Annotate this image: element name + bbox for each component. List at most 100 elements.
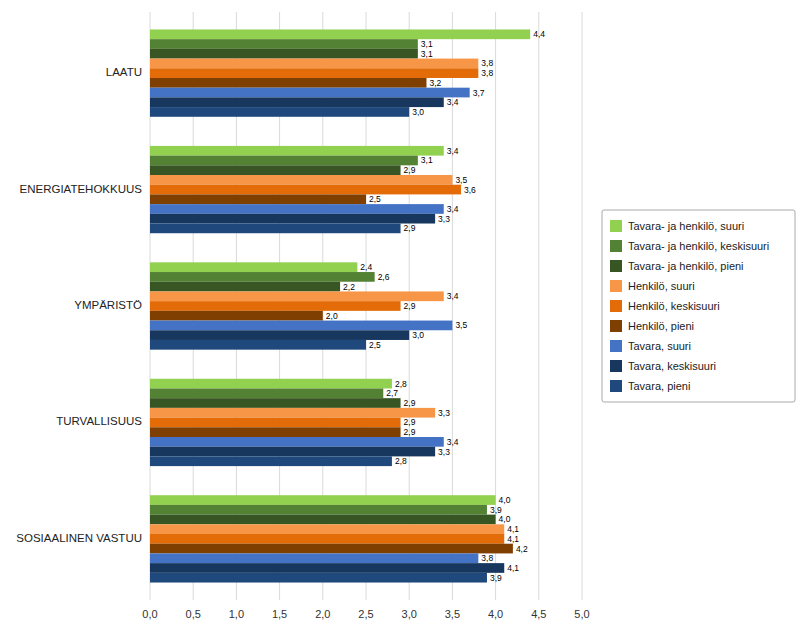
legend-label: Tavara- ja henkilö, suuri <box>628 220 744 232</box>
grid-line <box>582 12 583 600</box>
data-label: 2,9 <box>404 165 416 175</box>
bar <box>150 301 401 311</box>
legend-label: Henkilö, pieni <box>628 320 694 332</box>
data-labels: 4,02,82,43,44,43,92,72,63,13,14,02,92,22… <box>326 29 545 582</box>
data-label: 4,0 <box>499 514 511 524</box>
legend-label: Tavara, pieni <box>628 380 690 392</box>
x-tick-label: 4,0 <box>488 608 503 620</box>
data-label: 2,5 <box>369 194 381 204</box>
data-label: 2,8 <box>395 379 407 389</box>
data-label: 3,4 <box>447 291 459 301</box>
x-tick-label: 5,0 <box>574 608 589 620</box>
data-label: 2,8 <box>395 456 407 466</box>
data-label: 3,5 <box>455 175 467 185</box>
data-label: 2,4 <box>360 262 372 272</box>
data-label: 3,9 <box>490 573 502 583</box>
data-label: 3,4 <box>447 97 459 107</box>
bar <box>150 78 426 88</box>
x-tick-label: 3,0 <box>402 608 417 620</box>
bar <box>150 515 496 525</box>
x-tick-label: 1,5 <box>272 608 287 620</box>
legend-label: Tavara- ja henkilö, keskisuuri <box>628 240 769 252</box>
data-label: 2,7 <box>386 388 398 398</box>
data-label: 3,8 <box>481 58 493 68</box>
legend-box <box>602 210 795 402</box>
x-tick-label: 3,5 <box>445 608 460 620</box>
bar <box>150 340 366 350</box>
bar <box>150 214 435 224</box>
data-label: 4,1 <box>507 534 519 544</box>
bar <box>150 88 470 98</box>
legend-swatch <box>610 380 622 392</box>
legend-swatch <box>610 320 622 332</box>
data-label: 4,4 <box>533 29 545 39</box>
bar <box>150 418 401 428</box>
data-label: 2,5 <box>369 340 381 350</box>
data-label: 3,7 <box>473 88 485 98</box>
legend-label: Henkilö, suuri <box>628 280 695 292</box>
data-label: 4,2 <box>516 544 528 554</box>
x-tick-label: 4,5 <box>531 608 546 620</box>
data-label: 3,6 <box>464 185 476 195</box>
data-label: 2,9 <box>404 301 416 311</box>
bar <box>150 185 461 195</box>
bar <box>150 194 366 204</box>
bar <box>150 59 478 69</box>
bar <box>150 427 401 437</box>
x-tick-label: 2,0 <box>315 608 330 620</box>
data-label: 2,9 <box>404 417 416 427</box>
data-label: 3,4 <box>447 204 459 214</box>
legend-swatch <box>610 280 622 292</box>
category-label: LAATU <box>106 66 142 78</box>
data-label: 3,3 <box>438 408 450 418</box>
bar <box>150 311 323 321</box>
bar <box>150 146 444 156</box>
bar <box>150 563 504 573</box>
data-label: 3,0 <box>412 330 424 340</box>
data-label: 3,1 <box>421 39 433 49</box>
bar <box>150 282 340 292</box>
data-label: 2,9 <box>404 427 416 437</box>
bar <box>150 544 513 554</box>
bar <box>150 107 409 117</box>
bar <box>150 156 418 166</box>
data-label: 3,4 <box>447 437 459 447</box>
bar <box>150 291 444 301</box>
bar <box>150 388 383 398</box>
legend-swatch <box>610 260 622 272</box>
bar <box>150 97 444 107</box>
bar <box>150 29 530 39</box>
legend-label: Tavara- ja henkilö, pieni <box>628 260 744 272</box>
bar <box>150 68 478 78</box>
bar <box>150 379 392 389</box>
legend-swatch <box>610 240 622 252</box>
bar <box>150 408 435 418</box>
x-axis: 0,00,51,01,52,02,53,03,54,04,55,0 <box>142 608 589 620</box>
category-label: YMPÄRISTÖ <box>74 299 142 311</box>
bar <box>150 49 418 59</box>
data-label: 3,9 <box>490 505 502 515</box>
bar <box>150 495 496 505</box>
legend-swatch <box>610 360 622 372</box>
x-tick-label: 1,0 <box>229 608 244 620</box>
data-label: 2,9 <box>404 398 416 408</box>
bar <box>150 165 401 175</box>
legend-label: Henkilö, keskisuuri <box>628 300 720 312</box>
data-label: 4,1 <box>507 563 519 573</box>
data-label: 2,6 <box>378 272 390 282</box>
bars <box>150 29 530 582</box>
bar <box>150 321 452 331</box>
x-tick-label: 0,5 <box>186 608 201 620</box>
bar <box>150 553 478 563</box>
bar <box>150 175 452 185</box>
chart: 0,00,51,01,52,02,53,03,54,04,55,0SOSIAAL… <box>0 0 802 632</box>
legend-swatch <box>610 220 622 232</box>
category-label: ENERGIATEHOKKUUS <box>20 183 143 195</box>
bar <box>150 505 487 515</box>
data-label: 3,1 <box>421 49 433 59</box>
x-tick-label: 0,0 <box>142 608 157 620</box>
bar <box>150 456 392 466</box>
bar <box>150 330 409 340</box>
data-label: 3,4 <box>447 146 459 156</box>
legend-label: Tavara, keskisuuri <box>628 360 716 372</box>
